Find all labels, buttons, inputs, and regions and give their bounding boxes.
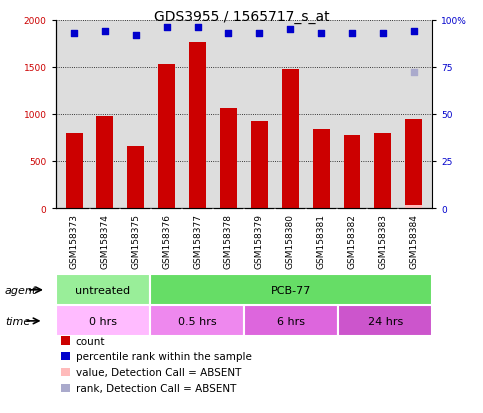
Bar [313, 130, 329, 209]
Bar [405, 206, 422, 209]
Bar [343, 135, 360, 209]
Bar [220, 109, 237, 209]
Text: time: time [5, 316, 30, 326]
Bar [158, 65, 175, 209]
Bar [150, 275, 432, 306]
Bar [150, 306, 244, 337]
Bar [97, 117, 114, 209]
Text: GSM158379: GSM158379 [255, 214, 264, 268]
Text: GSM158380: GSM158380 [286, 214, 295, 268]
Point [225, 31, 232, 37]
Point [256, 31, 263, 37]
Point [163, 25, 170, 31]
Bar [56, 306, 150, 337]
Text: GSM158384: GSM158384 [409, 214, 418, 268]
Text: GSM158374: GSM158374 [100, 214, 110, 268]
Bar [189, 43, 206, 209]
Text: 24 hrs: 24 hrs [368, 316, 403, 326]
Text: count: count [76, 336, 105, 346]
Bar [282, 69, 298, 209]
Point [132, 32, 140, 39]
Text: 0 hrs: 0 hrs [89, 316, 116, 326]
Text: 0.5 hrs: 0.5 hrs [178, 316, 216, 326]
Point [70, 31, 78, 37]
Bar [244, 306, 338, 337]
Point [348, 31, 356, 37]
Text: agent: agent [5, 285, 37, 295]
Text: PCB-77: PCB-77 [271, 285, 311, 295]
Bar [374, 133, 391, 209]
Point [317, 31, 325, 37]
Bar [56, 275, 150, 306]
Point [410, 70, 418, 76]
Bar [66, 133, 83, 209]
Text: percentile rank within the sample: percentile rank within the sample [76, 351, 252, 361]
Text: GSM158378: GSM158378 [224, 214, 233, 268]
Text: GSM158376: GSM158376 [162, 214, 171, 268]
Text: GSM158377: GSM158377 [193, 214, 202, 268]
Bar [405, 119, 422, 209]
Text: GDS3955 / 1565717_s_at: GDS3955 / 1565717_s_at [154, 10, 329, 24]
Bar [128, 147, 144, 209]
Point [286, 27, 294, 33]
Point [410, 28, 418, 35]
Point [379, 31, 387, 37]
Text: 6 hrs: 6 hrs [277, 316, 305, 326]
Text: GSM158382: GSM158382 [347, 214, 356, 268]
Point [101, 28, 109, 35]
Text: GSM158373: GSM158373 [70, 214, 79, 268]
Bar [251, 122, 268, 209]
Text: GSM158383: GSM158383 [378, 214, 387, 268]
Bar [338, 306, 432, 337]
Text: value, Detection Call = ABSENT: value, Detection Call = ABSENT [76, 367, 241, 377]
Text: GSM158375: GSM158375 [131, 214, 141, 268]
Point [194, 25, 201, 31]
Text: rank, Detection Call = ABSENT: rank, Detection Call = ABSENT [76, 383, 236, 393]
Text: GSM158381: GSM158381 [317, 214, 326, 268]
Text: untreated: untreated [75, 285, 130, 295]
